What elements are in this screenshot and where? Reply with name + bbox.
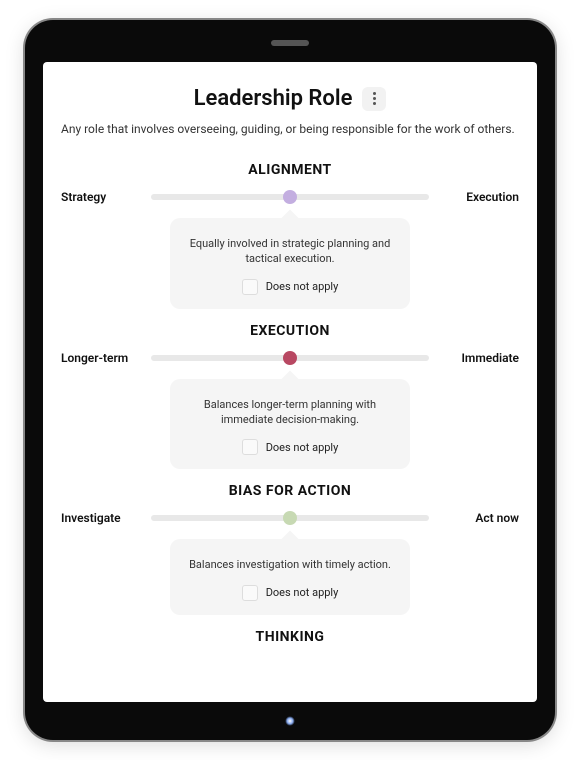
- info-card: Balances longer-term planning with immed…: [170, 379, 410, 470]
- execution-slider[interactable]: [151, 355, 429, 361]
- section-title: ALIGNMENT: [61, 162, 519, 178]
- does-not-apply-checkbox[interactable]: [242, 585, 258, 601]
- app-screen: Leadership Role Any role that involves o…: [43, 62, 537, 702]
- header: Leadership Role: [61, 86, 519, 111]
- alignment-slider[interactable]: [151, 194, 429, 200]
- tablet-frame: Leadership Role Any role that involves o…: [25, 20, 555, 740]
- section-title: EXECUTION: [61, 323, 519, 339]
- page-description: Any role that involves overseeing, guidi…: [61, 121, 519, 138]
- slider-left-label: Investigate: [61, 511, 141, 525]
- page-title: Leadership Role: [194, 86, 353, 111]
- slider-right-label: Execution: [439, 190, 519, 204]
- checkbox-row: Does not apply: [184, 439, 396, 455]
- section-bias-for-action: BIAS FOR ACTION Investigate Act now Bala…: [61, 483, 519, 614]
- does-not-apply-checkbox[interactable]: [242, 439, 258, 455]
- section-title: BIAS FOR ACTION: [61, 483, 519, 499]
- slider-right-label: Immediate: [439, 351, 519, 365]
- execution-slider-thumb[interactable]: [283, 351, 297, 365]
- more-menu-button[interactable]: [362, 87, 386, 111]
- slider-row: Investigate Act now: [61, 511, 519, 525]
- section-execution: EXECUTION Longer-term Immediate Balances…: [61, 323, 519, 470]
- bias-slider-thumb[interactable]: [283, 511, 297, 525]
- bias-slider[interactable]: [151, 515, 429, 521]
- section-alignment: ALIGNMENT Strategy Execution Equally inv…: [61, 162, 519, 309]
- section-title: THINKING: [61, 629, 519, 645]
- section-thinking: THINKING: [61, 629, 519, 645]
- checkbox-label: Does not apply: [266, 441, 339, 454]
- checkbox-row: Does not apply: [184, 585, 396, 601]
- info-card: Equally involved in strategic planning a…: [170, 218, 410, 309]
- tablet-speaker: [271, 40, 309, 46]
- checkbox-label: Does not apply: [266, 586, 339, 599]
- info-text: Equally involved in strategic planning a…: [184, 236, 396, 267]
- info-text: Balances investigation with timely actio…: [184, 557, 396, 572]
- tablet-home-button[interactable]: [285, 716, 295, 726]
- slider-row: Longer-term Immediate: [61, 351, 519, 365]
- checkbox-label: Does not apply: [266, 280, 339, 293]
- slider-left-label: Longer-term: [61, 351, 141, 365]
- info-text: Balances longer-term planning with immed…: [184, 397, 396, 428]
- checkbox-row: Does not apply: [184, 279, 396, 295]
- slider-right-label: Act now: [439, 511, 519, 525]
- info-card: Balances investigation with timely actio…: [170, 539, 410, 614]
- slider-row: Strategy Execution: [61, 190, 519, 204]
- alignment-slider-thumb[interactable]: [283, 190, 297, 204]
- slider-left-label: Strategy: [61, 190, 141, 204]
- does-not-apply-checkbox[interactable]: [242, 279, 258, 295]
